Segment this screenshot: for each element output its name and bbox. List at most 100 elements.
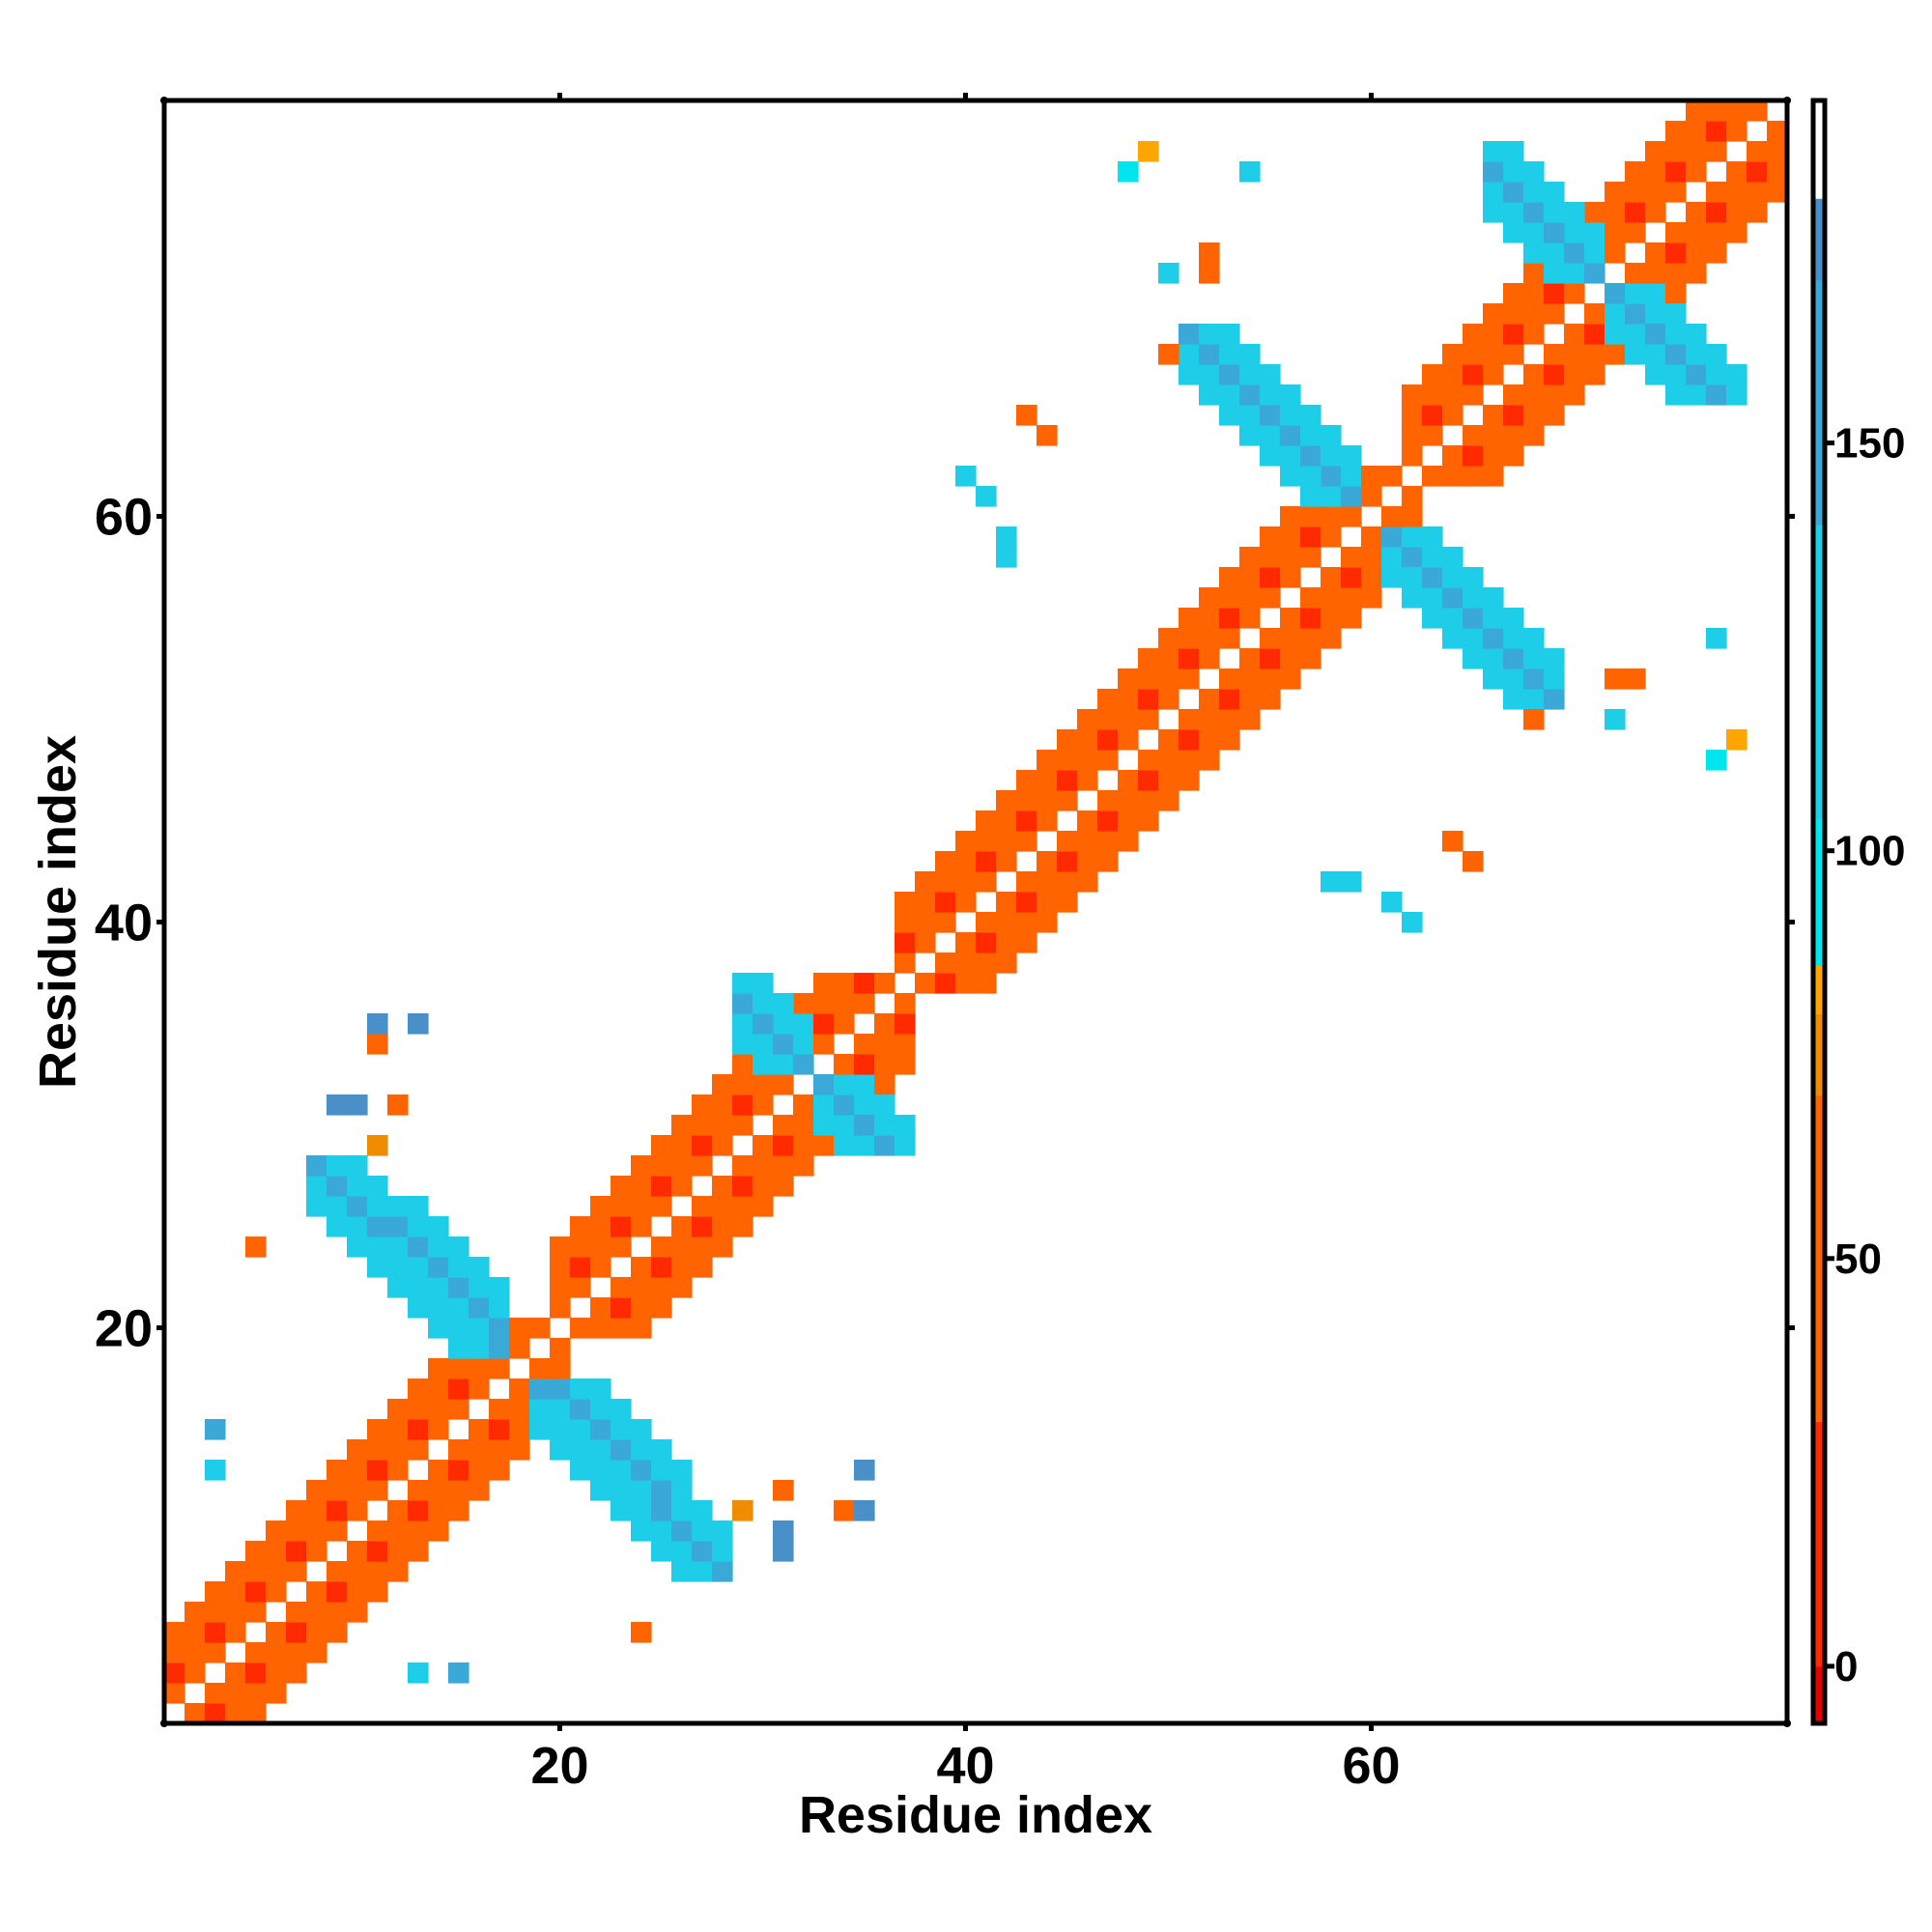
heatmap-cell	[1138, 790, 1159, 811]
heatmap-cell	[570, 1419, 591, 1440]
heatmap-cell	[1300, 445, 1321, 467]
heatmap-cell	[1544, 648, 1565, 669]
heatmap-cell	[1199, 648, 1220, 669]
heatmap-cell	[1665, 182, 1687, 203]
heatmap-cell	[1118, 790, 1139, 811]
heatmap-cell	[692, 1500, 713, 1521]
heatmap-cell	[1179, 648, 1200, 669]
heatmap-cell	[1686, 324, 1707, 345]
heatmap-cell	[1605, 324, 1626, 345]
heatmap-cell	[1625, 263, 1646, 284]
heatmap-cell	[306, 1602, 327, 1623]
heatmap-cell	[1280, 384, 1301, 406]
heatmap-cell	[1503, 384, 1524, 406]
heatmap-cell	[1625, 668, 1646, 690]
heatmap-cell	[611, 1500, 632, 1521]
heatmap-cell	[489, 1297, 510, 1319]
heatmap-cell	[387, 1460, 409, 1481]
heatmap-cell	[1625, 344, 1646, 365]
heatmap-cell	[1118, 161, 1139, 183]
heatmap-cell	[1300, 486, 1321, 507]
plot-frame	[161, 98, 1790, 1726]
heatmap-cell	[874, 1013, 895, 1035]
heatmap-cell	[1442, 567, 1463, 588]
heatmap-cell	[1158, 648, 1179, 669]
heatmap-cell	[1300, 506, 1321, 527]
heatmap-cell	[671, 1216, 693, 1237]
heatmap-cell	[1321, 608, 1342, 629]
heatmap-cell	[164, 1642, 185, 1663]
heatmap-cell	[1584, 202, 1605, 223]
heatmap-cell	[1564, 344, 1585, 365]
heatmap-cell	[671, 1500, 693, 1521]
heatmap-cell	[327, 1460, 348, 1481]
heatmap-cell	[692, 1257, 713, 1278]
heatmap-cell	[1442, 445, 1463, 467]
heatmap-cell	[1503, 202, 1524, 223]
heatmap-cell	[834, 1500, 855, 1521]
heatmap-cell	[327, 1520, 348, 1542]
heatmap-cell	[1422, 364, 1443, 385]
heatmap-cell	[732, 993, 753, 1014]
heatmap-cell	[448, 1318, 469, 1339]
heatmap-cell	[976, 912, 997, 933]
heatmap-cell	[550, 1399, 571, 1420]
heatmap-cell	[408, 1520, 429, 1542]
heatmap-cell	[1706, 202, 1727, 223]
heatmap-cell	[245, 1683, 267, 1704]
heatmap-cell	[306, 1480, 327, 1501]
heatmap-cell	[1341, 567, 1362, 588]
heatmap-cell	[387, 1520, 409, 1542]
heatmap-cell	[1463, 364, 1484, 385]
heatmap-cell	[205, 1419, 226, 1440]
heatmap-cell	[1037, 750, 1058, 771]
heatmap-cell	[428, 1216, 449, 1237]
heatmap-cell	[367, 1439, 388, 1461]
colorbar-band	[1813, 1665, 1825, 1724]
heatmap-cell	[1341, 871, 1362, 893]
heatmap-cell	[286, 1622, 307, 1643]
heatmap-cell	[732, 1176, 753, 1197]
heatmap-cell	[1057, 729, 1078, 751]
heatmap-cell	[874, 1054, 895, 1075]
heatmap-cell	[1402, 526, 1423, 548]
heatmap-cell	[327, 1500, 348, 1521]
heatmap-cell	[793, 1034, 814, 1055]
heatmap-cell	[1564, 222, 1585, 243]
heatmap-cell	[387, 1541, 409, 1562]
heatmap-cell	[935, 952, 956, 974]
heatmap-cell	[1321, 587, 1342, 609]
heatmap-cell	[1483, 628, 1504, 649]
heatmap-cell	[1483, 608, 1504, 629]
heatmap-cell	[306, 1642, 327, 1663]
heatmap-cell	[895, 952, 916, 974]
heatmap-cell	[225, 1662, 246, 1684]
heatmap-cell	[753, 1034, 774, 1055]
heatmap-cell	[1199, 689, 1220, 710]
heatmap-cell	[1544, 202, 1565, 223]
heatmap-cell	[611, 1277, 632, 1298]
heatmap-cell	[1726, 222, 1747, 243]
heatmap-cell	[1503, 344, 1524, 365]
heatmap-cell	[854, 1460, 875, 1481]
heatmap-cell	[245, 1602, 267, 1623]
heatmap-cell	[1280, 547, 1301, 568]
heatmap-cell	[1381, 892, 1403, 913]
heatmap-cell	[1402, 547, 1423, 568]
heatmap-cell	[732, 1013, 753, 1035]
heatmap-cell	[611, 1216, 632, 1237]
heatmap-cell	[1219, 324, 1240, 345]
heatmap-cell	[692, 1561, 713, 1582]
heatmap-cell	[448, 1500, 469, 1521]
heatmap-cell	[1260, 364, 1281, 385]
heatmap-cell	[996, 810, 1017, 832]
heatmap-cell	[448, 1297, 469, 1319]
heatmap-cell	[1645, 344, 1666, 365]
heatmap-cell	[692, 1541, 713, 1562]
heatmap-cell	[1665, 263, 1687, 284]
heatmap-cell	[1442, 831, 1463, 852]
heatmap-cell	[1706, 121, 1727, 142]
heatmap-cell	[590, 1236, 611, 1258]
colorbar-frame	[1810, 98, 1828, 1726]
